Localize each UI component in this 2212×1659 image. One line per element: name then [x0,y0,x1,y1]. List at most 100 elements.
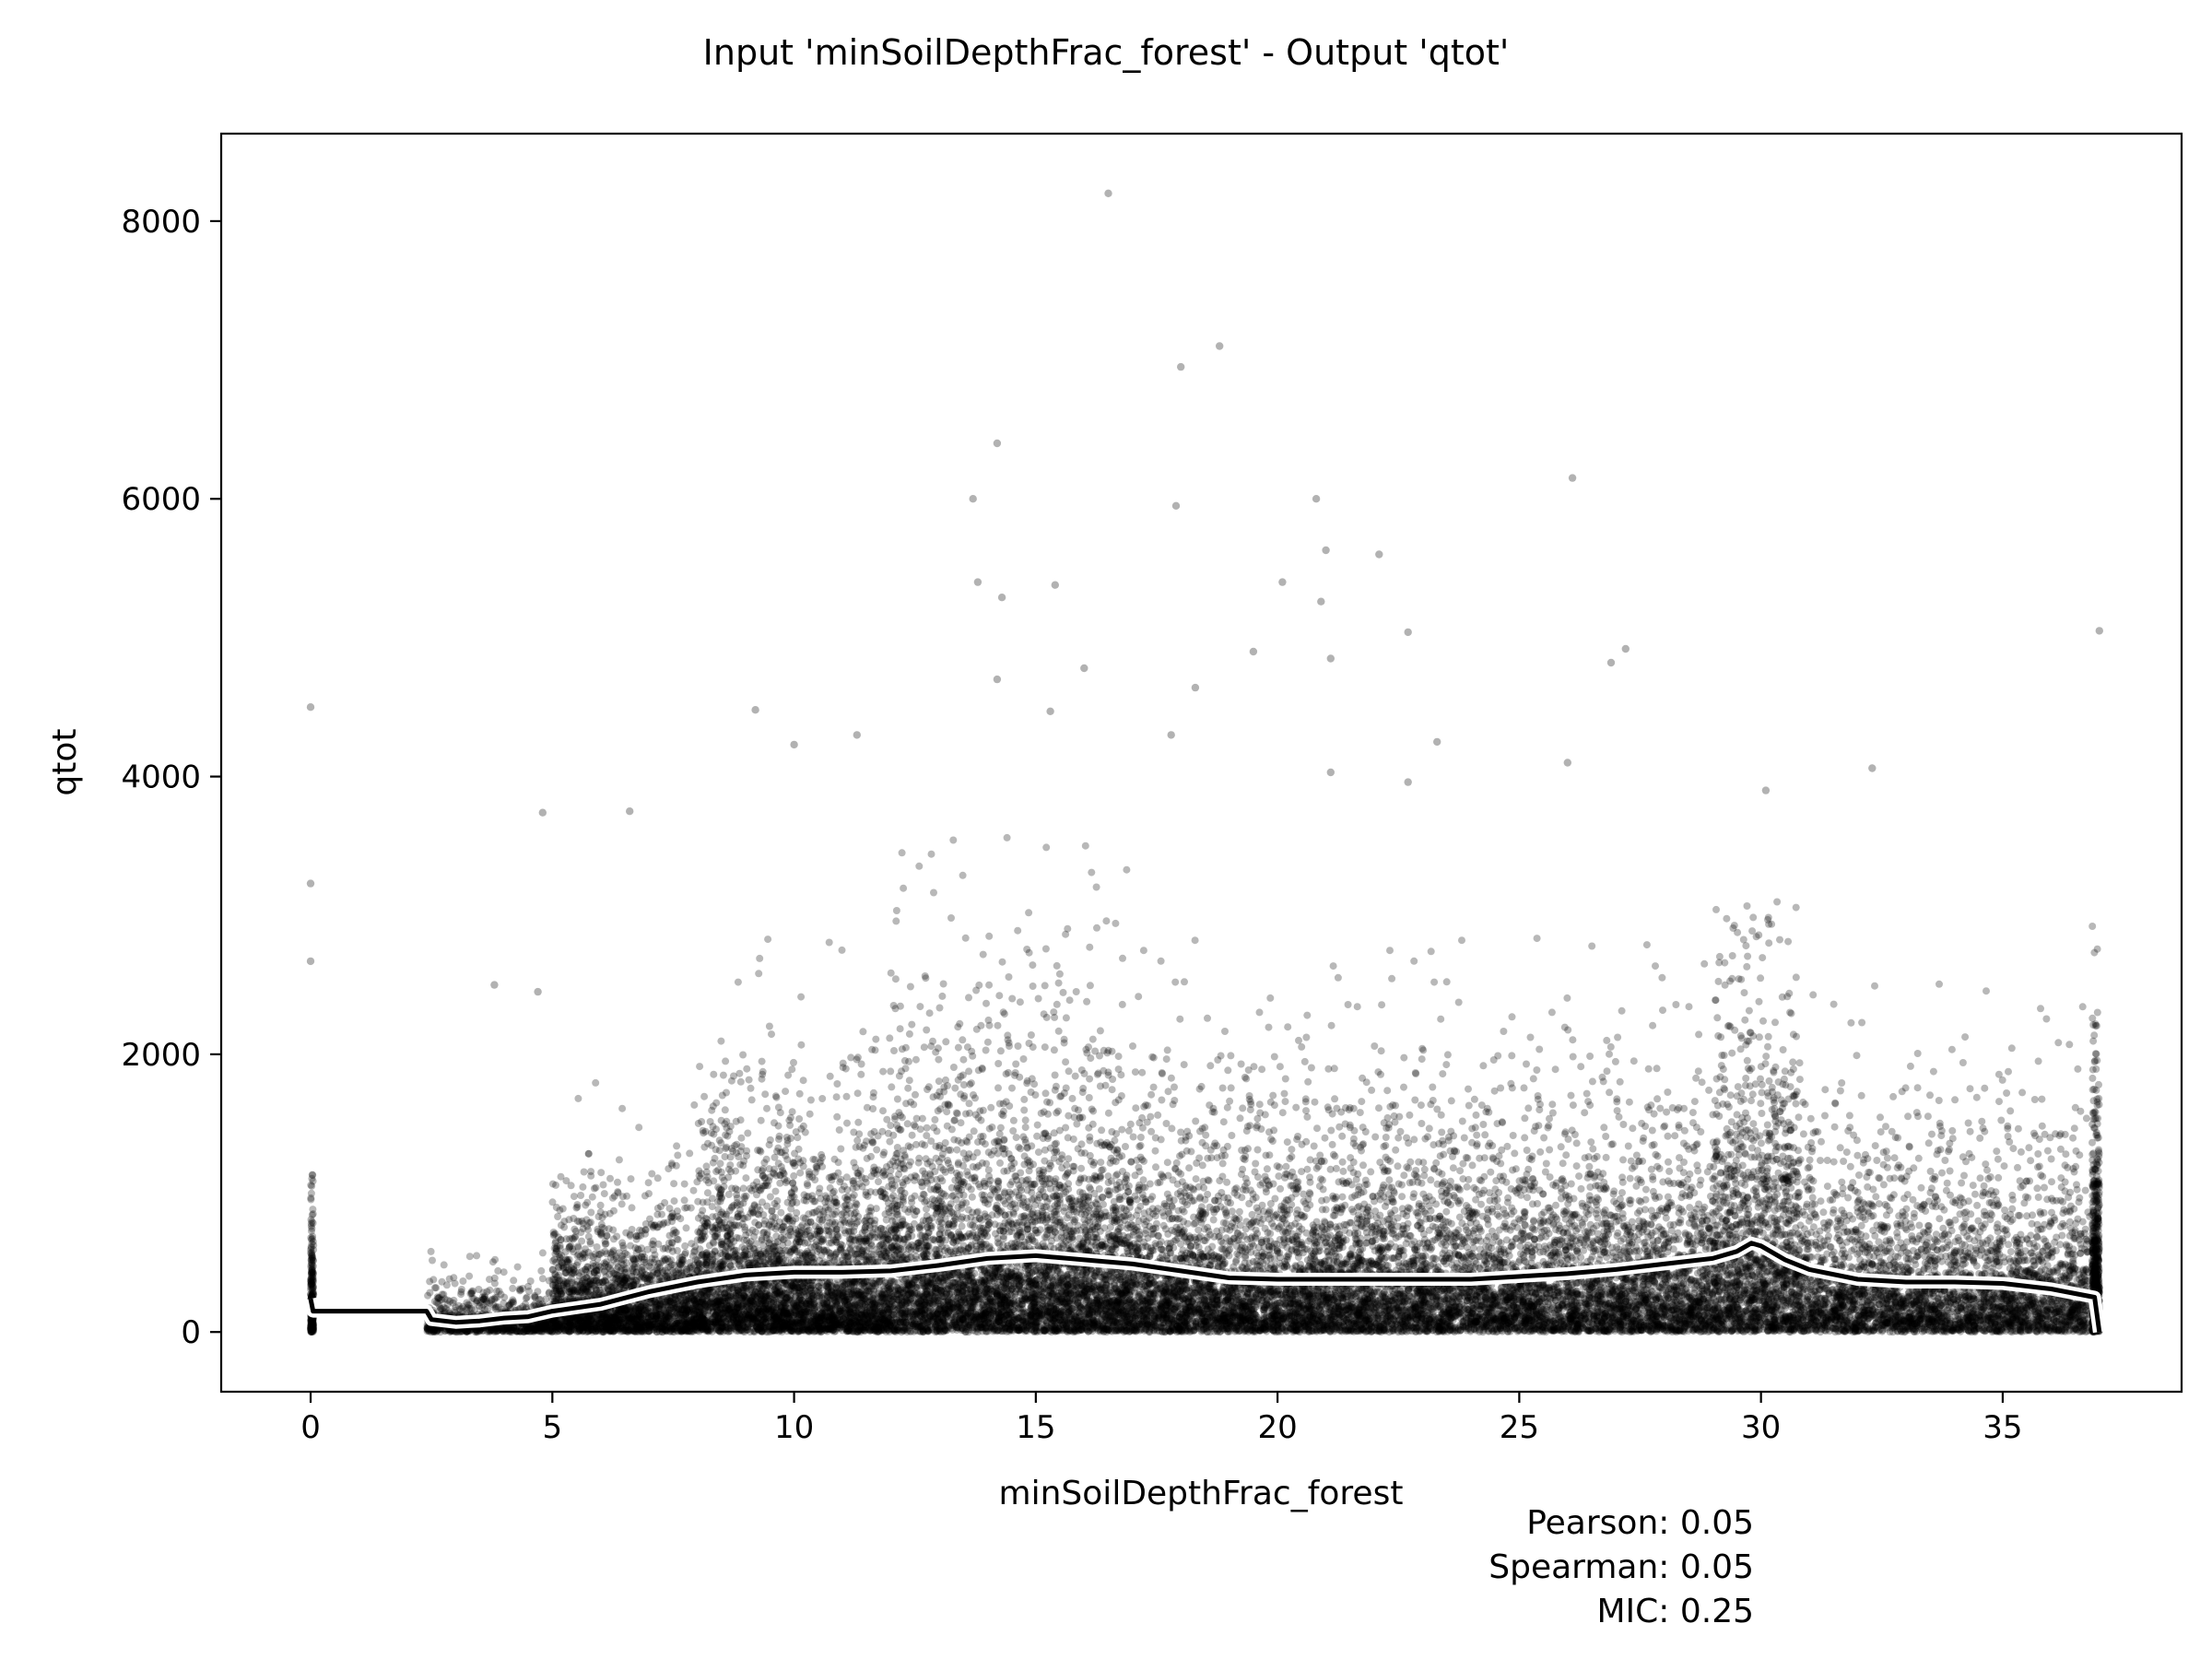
scatter-point [428,1248,435,1255]
scatter-point [574,1218,582,1225]
scatter-point [623,1323,630,1330]
scatter-point [656,1220,664,1228]
scatter-point [309,1206,316,1213]
scatter-point [879,1151,887,1159]
scatter-point [673,1142,680,1149]
scatter-point [494,1267,501,1275]
scatter-point [717,1038,724,1045]
scatter-point [629,1204,636,1211]
scatter-point [463,1328,470,1335]
scatter-point [833,1113,841,1121]
scatter-point [510,1300,517,1307]
scatter-point [615,1324,622,1332]
scatter-point [581,1169,588,1176]
scatter-point [879,1107,887,1114]
scatter-point [777,1209,784,1217]
scatter-point [555,1327,562,1335]
scatter-point [522,1325,529,1333]
scatter-point [670,1180,677,1187]
scatter-point [657,1203,665,1210]
scatter-point [571,1193,578,1200]
scatter-point [473,1252,480,1259]
scatter-point [627,1242,634,1250]
scatter-point [675,1236,682,1243]
scatter-point [539,1322,547,1329]
scatter-point [681,1326,688,1334]
scatter-point [591,1325,598,1333]
scatter-point [579,1183,586,1191]
scatter-point [663,1311,670,1318]
scatter-point [645,1179,653,1186]
scatter-point [556,1206,563,1214]
scatter-point [592,1079,599,1087]
scatter-point [688,1263,695,1270]
scatter-point [618,1105,626,1112]
scatter-point [554,1242,561,1250]
scatter-point [562,1177,570,1184]
scatter-point [661,1255,668,1263]
scatter-point [488,1297,495,1304]
scatter-point [627,1232,634,1240]
scatter-point [867,1153,875,1160]
scatter-point [598,1230,606,1238]
scatter-point [826,939,833,947]
scatter-point [666,1321,674,1328]
scatter-point [628,1175,635,1182]
scatter-point [635,1256,642,1264]
scatter-point [648,1241,655,1248]
scatter-point [570,1248,577,1255]
scatter-point [759,1058,766,1065]
scatter-point [737,1135,745,1142]
scatter-point [681,1181,688,1188]
scatter-point [654,1174,662,1182]
scatter-point [614,1179,621,1186]
scatter-point [879,1068,887,1076]
scatter-point [597,1202,605,1209]
scatter-point [555,1272,562,1279]
scatter-point [573,1204,581,1211]
scatter-point [658,1211,665,1218]
scatter-point [681,1196,688,1204]
scatter-point [637,1232,644,1240]
scatter-point [310,1321,317,1328]
scatter-point [629,1314,636,1322]
scatter-point [830,1188,838,1195]
scatter-point [671,1197,678,1205]
scatter-point [753,1179,760,1186]
scatter-point [575,1323,582,1330]
scatter-point [595,1213,603,1220]
scatter-point [596,1325,604,1333]
scatter-point [720,1072,727,1079]
scatter-point [681,1242,688,1250]
scatter-point [695,1215,702,1222]
scatter-point [683,1204,690,1211]
scatter-point [629,1265,636,1273]
scatter-point [510,1277,517,1284]
scatter-point [666,1205,674,1212]
scatter-point [656,1274,664,1281]
scatter-point [571,1288,579,1295]
scatter-point [429,1257,436,1265]
scatter-point [868,1172,876,1180]
scatter-point [601,1190,608,1197]
scatter-point [690,1101,698,1109]
scatter-point [467,1290,475,1298]
scatter-point [441,1304,448,1312]
scatter-point [582,1266,589,1274]
scatter-point [532,1323,539,1330]
scatter-point [654,1241,662,1248]
scatter-point [489,1258,497,1265]
scatter-point [646,1317,653,1324]
scatter-point [479,1294,487,1301]
scatter-point [678,1317,686,1324]
scatter-point [621,1275,629,1282]
scatter-point [585,1150,593,1158]
scatter-point [657,1297,665,1304]
scatter-point [667,1299,675,1306]
scatter-point [631,1305,639,1312]
scatter-point [617,1266,624,1274]
scatter-point [581,1252,588,1259]
scatter-point [308,1249,315,1256]
scatter-point [580,1225,587,1232]
